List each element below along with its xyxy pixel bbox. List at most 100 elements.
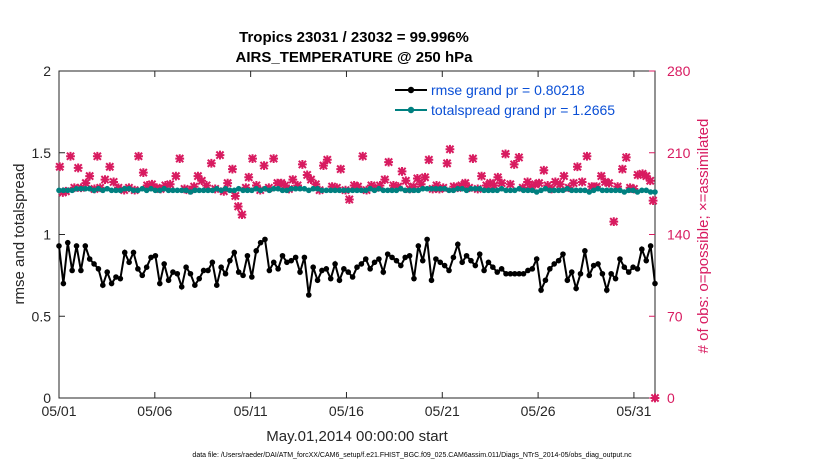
totalspread-point [82,185,89,192]
totalspread-point [450,187,457,194]
rmse-point [582,248,588,254]
rmse-point [209,259,216,266]
totalspread-point [621,189,628,195]
rmse-point [371,259,378,266]
obs-marker [228,164,237,174]
rmse-point [227,257,233,264]
totalspread-point [60,187,67,194]
rmse-point [533,256,540,262]
obs-marker [160,181,170,190]
obs-marker [152,183,162,193]
totalspread-point [555,187,562,194]
rmse-point [213,282,220,288]
rmse-point [402,254,409,261]
totalspread-point [86,185,93,192]
rmse-point [393,257,400,264]
obs-marker [481,181,491,190]
totalspread-point [516,185,522,192]
totalspread-point [393,187,400,194]
rmse-point [599,270,606,277]
totalspread-point [126,185,132,192]
obs-marker [577,177,587,187]
rmse-point [652,280,658,287]
rmse-point [266,267,273,274]
obs-marker [241,183,251,193]
obs-marker [288,175,298,185]
rmse-point [135,266,141,272]
rmse-point [148,254,154,261]
rmse-point [284,259,290,266]
obs-marker [501,149,510,159]
totalspread-point [305,187,312,194]
rmse-point [222,270,229,277]
totalspread-point [419,185,426,192]
totalspread-point [586,189,593,195]
obs-marker [550,177,560,187]
totalspread-point [104,185,111,192]
obs-marker [460,178,470,188]
totalspread-point [69,187,75,194]
rmse-point [91,261,97,267]
rmse-point [555,257,562,264]
obs-marker [468,154,478,163]
rmse-point [503,270,509,277]
rmse-point [398,262,404,269]
rmse-point [126,259,132,266]
rmse-point [231,249,238,256]
rmse-point [244,252,251,259]
totalspread-point [117,187,124,194]
rmse-point [69,267,75,274]
y-right-tick-label: 210 [667,145,691,161]
totalspread-point [547,187,553,194]
rmse-point [56,243,62,249]
rmse-point [529,266,536,272]
totalspread-point [113,187,119,194]
obs-marker [539,165,549,175]
totalspread-point [183,187,189,194]
rmse-point [472,262,479,269]
obs-marker [142,181,152,190]
obs-marker [100,175,110,185]
obs-marker [543,181,553,190]
totalspread-point [301,185,308,192]
totalspread-point [398,185,404,192]
rmse-point [577,270,584,277]
totalspread-point [275,185,281,192]
obs-marker [389,181,398,190]
totalspread-point [91,187,97,194]
totalspread-point [196,187,203,194]
rmse-point [257,239,264,246]
obs-marker [477,171,486,181]
rmse-point [253,248,260,254]
totalspread-point [503,187,509,194]
obs-marker [641,171,651,181]
obs-marker [223,178,233,188]
totalspread-point [411,187,417,194]
rmse-point [301,254,308,261]
obs-marker [613,182,623,192]
y-axis-label-left: rmse and totalspread [11,164,28,305]
totalspread-point [507,187,514,194]
rmse-point [332,261,338,267]
obs-marker [66,151,75,161]
rmse-point [433,256,439,262]
obs-marker [55,162,65,172]
totalspread-point [560,187,566,194]
y-left-tick-label: 1.5 [32,145,52,161]
totalspread-point [568,187,575,194]
totalspread-point [459,185,465,192]
x-axis-label: May.01,2014 00:00:00 start [266,428,448,445]
totalspread-point [297,185,303,192]
totalspread-point [121,185,128,192]
rmse-point [288,257,295,264]
obs-marker [572,162,582,172]
obs-marker [497,178,507,188]
totalspread-point [402,187,409,194]
totalspread-point [139,185,146,192]
totalspread-point [603,187,610,194]
totalspread-point [354,187,360,194]
x-axis: 05/01 05/06 05/11 05/16 05/21 05/26 05/31 [41,71,652,419]
totalspread-point [376,185,382,192]
x-tick-label: 05/06 [137,403,172,419]
